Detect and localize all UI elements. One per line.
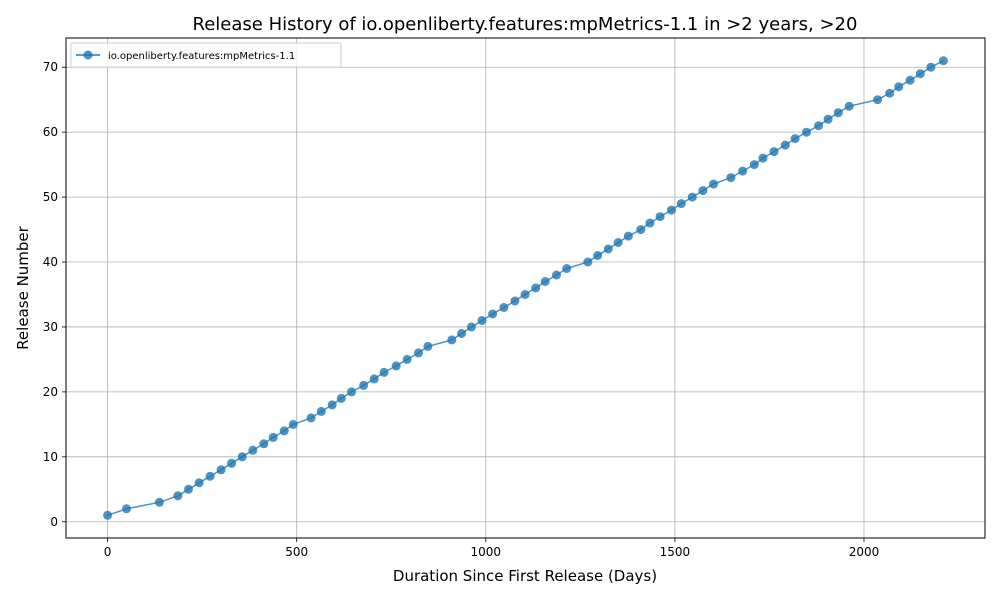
series-layer bbox=[103, 56, 948, 520]
data-point bbox=[279, 426, 289, 436]
data-point bbox=[347, 387, 356, 397]
data-point bbox=[667, 205, 676, 215]
y-tick-label: 50 bbox=[43, 190, 58, 204]
data-point bbox=[726, 173, 736, 183]
data-point bbox=[905, 75, 915, 85]
data-point bbox=[885, 88, 895, 98]
y-axis-label: Release Number bbox=[14, 225, 32, 349]
legend-marker-swatch bbox=[83, 50, 93, 60]
data-point bbox=[423, 341, 433, 351]
data-point bbox=[738, 166, 748, 176]
data-point bbox=[122, 504, 131, 514]
chart-title: Release History of io.openliberty.featur… bbox=[193, 14, 858, 35]
data-point bbox=[316, 406, 326, 416]
data-point bbox=[636, 225, 646, 235]
data-point bbox=[457, 329, 467, 338]
y-axis: 0 10 20 30 40 50 60 70 bbox=[43, 60, 66, 529]
data-point bbox=[520, 290, 530, 299]
data-point bbox=[414, 348, 423, 358]
legend-label: io.openliberty.features:mpMetrics-1.1 bbox=[108, 51, 295, 62]
legend-box bbox=[70, 42, 342, 68]
data-point bbox=[844, 101, 854, 111]
data-point bbox=[327, 400, 337, 410]
data-point bbox=[780, 140, 790, 150]
data-point bbox=[184, 484, 193, 494]
x-tick-label: 0 bbox=[104, 545, 112, 559]
data-point bbox=[499, 303, 509, 312]
data-point bbox=[698, 186, 708, 196]
y-tick-label: 30 bbox=[43, 320, 58, 334]
data-point bbox=[205, 471, 215, 481]
data-point bbox=[259, 439, 269, 449]
data-point bbox=[237, 452, 247, 462]
y-tick-label: 0 bbox=[50, 515, 58, 529]
data-point bbox=[758, 153, 768, 163]
data-point bbox=[802, 127, 811, 137]
data-point bbox=[248, 445, 258, 455]
data-point bbox=[194, 478, 204, 488]
data-point bbox=[676, 199, 686, 209]
data-point bbox=[369, 374, 379, 384]
y-tick-label: 60 bbox=[43, 125, 58, 139]
data-point bbox=[645, 218, 655, 228]
data-point bbox=[769, 147, 779, 157]
x-tick-label: 500 bbox=[285, 545, 308, 559]
data-point bbox=[552, 270, 561, 280]
x-tick-label: 1000 bbox=[471, 545, 502, 559]
data-point bbox=[488, 309, 498, 319]
data-point bbox=[926, 62, 936, 72]
data-point bbox=[477, 316, 487, 325]
grid-lines bbox=[66, 38, 985, 538]
data-point bbox=[749, 160, 759, 170]
x-tick-label: 2000 bbox=[849, 545, 880, 559]
data-point bbox=[709, 179, 718, 189]
data-point bbox=[268, 432, 278, 442]
data-point bbox=[402, 354, 412, 364]
data-point bbox=[103, 510, 113, 520]
data-point bbox=[379, 367, 389, 377]
x-axis-label: Duration Since First Release (Days) bbox=[393, 567, 657, 585]
data-point bbox=[613, 238, 623, 247]
data-point bbox=[447, 335, 457, 345]
data-point bbox=[154, 497, 164, 507]
y-tick-label: 10 bbox=[43, 450, 58, 464]
data-point bbox=[288, 419, 298, 429]
data-point bbox=[894, 82, 904, 92]
data-point bbox=[814, 121, 824, 131]
data-point bbox=[687, 192, 697, 202]
x-axis: 0 500 1000 1500 2000 bbox=[104, 538, 879, 559]
data-point bbox=[391, 361, 401, 371]
data-point bbox=[833, 108, 843, 118]
data-point bbox=[915, 69, 925, 79]
data-point bbox=[510, 296, 520, 306]
data-point bbox=[227, 458, 237, 468]
data-point bbox=[603, 244, 613, 254]
data-point bbox=[306, 413, 316, 423]
data-point bbox=[790, 134, 800, 144]
data-point bbox=[216, 465, 226, 475]
data-point bbox=[173, 491, 183, 501]
y-tick-label: 20 bbox=[43, 385, 58, 399]
data-point bbox=[583, 257, 593, 267]
data-point bbox=[466, 322, 476, 332]
x-tick-label: 1500 bbox=[660, 545, 691, 559]
data-point bbox=[531, 283, 541, 293]
data-point bbox=[593, 251, 603, 260]
data-point bbox=[540, 277, 550, 286]
legend: io.openliberty.features:mpMetrics-1.1 bbox=[70, 42, 342, 68]
data-point bbox=[562, 264, 572, 273]
data-point bbox=[623, 231, 633, 241]
data-point bbox=[938, 56, 948, 66]
data-point bbox=[873, 95, 883, 105]
data-point bbox=[336, 393, 346, 403]
y-tick-label: 40 bbox=[43, 255, 58, 269]
plot-area-frame bbox=[65, 37, 986, 539]
data-point bbox=[359, 380, 369, 390]
data-point bbox=[655, 212, 665, 222]
y-tick-label: 70 bbox=[43, 60, 58, 74]
data-point bbox=[823, 114, 833, 124]
